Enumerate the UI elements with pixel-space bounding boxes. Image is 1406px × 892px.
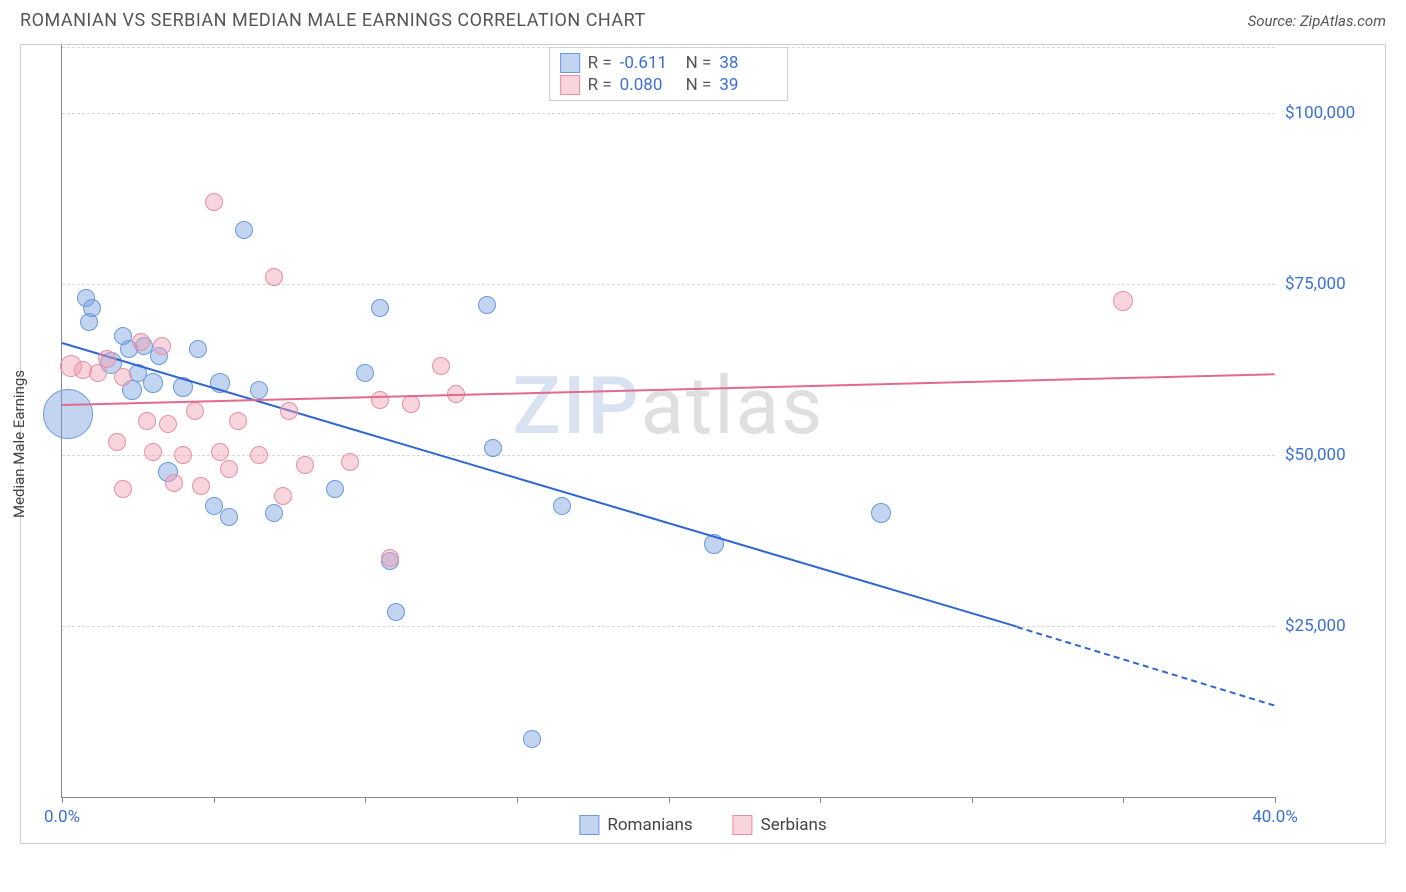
data-point: [83, 299, 101, 317]
plot-area: ZIPatlas R = -0.611 N = 38 R = 0.080 N =…: [61, 45, 1275, 798]
data-point: [265, 268, 283, 286]
x-tick: [365, 797, 366, 803]
swatch-romanians: [560, 53, 580, 73]
watermark-atlas: atlas: [641, 359, 825, 453]
x-tick: [1275, 797, 1276, 803]
data-point: [523, 730, 541, 748]
data-point: [189, 340, 207, 358]
stats-row-serbians: R = 0.080 N = 39: [560, 74, 778, 96]
data-point: [250, 381, 268, 399]
legend-label-romanians: Romanians: [607, 815, 692, 835]
swatch-serbians: [560, 75, 580, 95]
series-legend: Romanians Serbians: [579, 815, 826, 835]
r-label: R =: [588, 53, 612, 73]
y-tick-label: $75,000: [1285, 274, 1375, 294]
chart-title: ROMANIAN VS SERBIAN MEDIAN MALE EARNINGS…: [20, 10, 646, 31]
x-tick: [517, 797, 518, 803]
data-point: [274, 487, 292, 505]
r-value-serbians: 0.080: [620, 75, 678, 95]
x-tick: [62, 797, 63, 803]
data-point: [114, 480, 132, 498]
gridline-h: [62, 626, 1275, 627]
gridline-h: [62, 455, 1275, 456]
y-axis-label: Median Male Earnings: [10, 370, 28, 518]
legend-label-serbians: Serbians: [761, 815, 827, 835]
x-tick: [214, 797, 215, 803]
data-point: [387, 603, 405, 621]
data-point: [143, 373, 163, 393]
data-point: [402, 395, 420, 413]
r-value-romanians: -0.611: [620, 53, 678, 73]
data-point: [356, 364, 374, 382]
chart-container: Median Male Earnings ZIPatlas R = -0.611…: [20, 44, 1386, 844]
correlation-stats-box: R = -0.611 N = 38 R = 0.080 N = 39: [549, 47, 789, 101]
y-tick-label: $100,000: [1285, 103, 1375, 123]
trend-line: [1017, 626, 1275, 707]
stats-row-romanians: R = -0.611 N = 38: [560, 52, 778, 74]
y-tick-label: $50,000: [1285, 445, 1375, 465]
data-point: [553, 497, 571, 515]
data-point: [371, 299, 389, 317]
data-point: [43, 389, 93, 439]
data-point: [250, 446, 268, 464]
data-point: [211, 443, 229, 461]
legend-item-romanians: Romanians: [579, 815, 692, 835]
x-tick-label: 40.0%: [1252, 807, 1298, 827]
data-point: [871, 503, 891, 523]
n-value-serbians: 39: [719, 75, 777, 95]
data-point: [108, 433, 126, 451]
n-label: N =: [686, 53, 712, 73]
watermark-zip: ZIP: [513, 359, 641, 453]
data-point: [205, 193, 223, 211]
x-tick: [820, 797, 821, 803]
x-tick-label: 0.0%: [44, 807, 80, 827]
data-point: [220, 460, 238, 478]
data-point: [432, 357, 450, 375]
data-point: [235, 221, 253, 239]
data-point: [381, 549, 399, 567]
legend-swatch-romanians: [579, 815, 599, 835]
x-tick: [1123, 797, 1124, 803]
x-tick: [972, 797, 973, 803]
x-tick: [669, 797, 670, 803]
data-point: [265, 504, 283, 522]
data-point: [144, 443, 162, 461]
data-point: [1113, 291, 1133, 311]
data-point: [192, 477, 210, 495]
data-point: [132, 333, 150, 351]
data-point: [280, 402, 298, 420]
data-point: [114, 368, 132, 386]
chart-header: ROMANIAN VS SERBIAN MEDIAN MALE EARNINGS…: [0, 0, 1406, 37]
data-point: [165, 474, 183, 492]
legend-swatch-serbians: [733, 815, 753, 835]
gridline-h: [62, 47, 1275, 48]
data-point: [138, 412, 156, 430]
data-point: [174, 446, 192, 464]
data-point: [371, 391, 389, 409]
gridline-h: [62, 284, 1275, 285]
data-point: [478, 296, 496, 314]
r-label: R =: [588, 75, 612, 95]
watermark: ZIPatlas: [513, 359, 825, 453]
n-value-romanians: 38: [719, 53, 777, 73]
data-point: [484, 439, 502, 457]
data-point: [153, 337, 171, 355]
data-point: [98, 350, 116, 368]
data-point: [186, 402, 204, 420]
gridline-h: [62, 113, 1275, 114]
n-label: N =: [686, 75, 712, 95]
legend-item-serbians: Serbians: [733, 815, 827, 835]
data-point: [296, 456, 314, 474]
y-tick-label: $25,000: [1285, 616, 1375, 636]
trend-line: [62, 373, 1275, 406]
data-point: [159, 415, 177, 433]
chart-source: Source: ZipAtlas.com: [1248, 12, 1386, 30]
data-point: [326, 480, 344, 498]
data-point: [341, 453, 359, 471]
data-point: [220, 508, 238, 526]
data-point: [229, 412, 247, 430]
